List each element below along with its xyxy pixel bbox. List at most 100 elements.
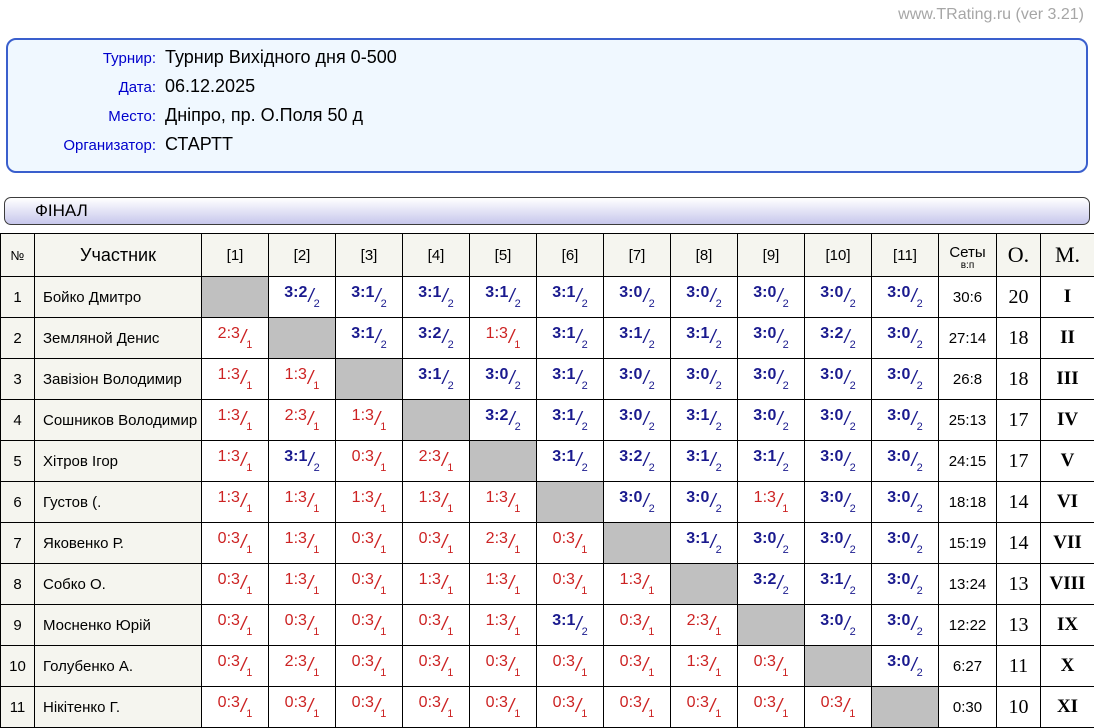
score-cell: 0:3/1 [202,687,269,728]
score-cell: 3:2/2 [738,564,805,605]
place-value: III [1041,359,1094,400]
score-cell: 3:0/2 [872,646,939,687]
score-subscript: 2 [850,544,856,556]
score-cell: 1:3/1 [269,564,336,605]
match-score: 0:3 [352,612,374,629]
score-cell: 3:1/2 [403,359,470,400]
score-cell: 3:0/2 [805,441,872,482]
place-value: I [1041,277,1094,318]
score-cell: 0:3/1 [403,646,470,687]
score-cell: 3:1/2 [671,523,738,564]
match-score: 0:3 [352,448,374,465]
score-cell: 2:3/1 [269,400,336,441]
sets-ratio: 13:24 [939,564,997,605]
row-number: 2 [1,318,35,359]
match-score: 3:2 [418,325,441,342]
score-subscript: 2 [917,421,923,433]
score-subscript: 1 [715,667,721,679]
sets-ratio: 27:14 [939,318,997,359]
match-score: 3:1 [552,407,575,424]
match-score: 3:0 [686,489,709,506]
score-cell: 0:3/1 [537,646,604,687]
score-subscript: 1 [447,626,453,638]
col-header-round-7: [7] [604,234,671,277]
score-cell: 3:0/2 [738,318,805,359]
score-cell: 1:3/1 [202,400,269,441]
organizer-value: СТАРТТ [165,134,233,155]
score-subscript: 1 [447,503,453,515]
score-subscript: 2 [381,298,387,310]
match-score: 3:1 [686,325,709,342]
match-score: 3:1 [552,366,575,383]
score-cell: 1:3/1 [269,523,336,564]
col-header-participant: Участник [35,234,202,277]
place-value: V [1041,441,1094,482]
diagonal-cell [872,687,939,728]
score-subscript: 2 [448,298,454,310]
points-value: 20 [997,277,1041,318]
points-value: 13 [997,564,1041,605]
participant-name: Яковенко Р. [35,523,202,564]
score-subscript: 2 [850,462,856,474]
score-cell: 3:0/2 [805,359,872,400]
match-score: 3:0 [820,612,843,629]
diagonal-cell [470,441,537,482]
score-subscript: 1 [447,585,453,597]
match-score: 3:1 [686,407,709,424]
score-cell: 3:1/2 [537,441,604,482]
score-cell: 0:3/1 [470,687,537,728]
match-score: 3:0 [753,407,776,424]
score-cell: 1:3/1 [604,564,671,605]
score-subscript: 2 [582,421,588,433]
score-subscript: 2 [649,380,655,392]
score-subscript: 2 [582,626,588,638]
diagonal-cell [604,523,671,564]
score-subscript: 1 [313,544,319,556]
col-header-round-6: [6] [537,234,604,277]
score-cell: 0:3/1 [403,687,470,728]
score-cell: 3:0/2 [872,482,939,523]
participant-name: Густов (. [35,482,202,523]
participant-name: Завізіон Володимир [35,359,202,400]
match-score: 2:3 [486,530,508,547]
match-score: 3:1 [552,448,575,465]
match-score: 3:1 [351,284,374,301]
score-subscript: 1 [246,339,252,351]
score-cell: 3:0/2 [671,482,738,523]
place-value: VIII [1041,564,1094,605]
match-score: 0:3 [419,653,441,670]
info-row-place: Место: Дніпро, пр. О.Поля 50 д [8,105,1086,134]
score-subscript: 2 [783,339,789,351]
score-subscript: 1 [313,708,319,720]
diagonal-cell [805,646,872,687]
score-subscript: 2 [649,462,655,474]
match-score: 3:0 [619,284,642,301]
score-subscript: 1 [380,421,386,433]
match-score: 0:3 [218,612,240,629]
score-subscript: 2 [917,585,923,597]
score-subscript: 2 [783,298,789,310]
points-value: 18 [997,359,1041,400]
score-cell: 3:0/2 [604,400,671,441]
score-subscript: 2 [515,380,521,392]
match-score: 2:3 [285,407,307,424]
score-cell: 3:0/2 [738,523,805,564]
score-subscript: 1 [447,708,453,720]
score-cell: 0:3/1 [537,523,604,564]
sets-ratio: 18:18 [939,482,997,523]
score-subscript: 1 [313,380,319,392]
score-cell: 3:1/2 [805,564,872,605]
match-score: 1:3 [486,489,508,506]
score-cell: 0:3/1 [604,646,671,687]
section-header-final: ФІНАЛ [4,197,1090,225]
match-score: 0:3 [352,653,374,670]
score-cell: 3:0/2 [872,523,939,564]
score-cell: 3:0/2 [872,400,939,441]
score-cell: 3:1/2 [336,277,403,318]
